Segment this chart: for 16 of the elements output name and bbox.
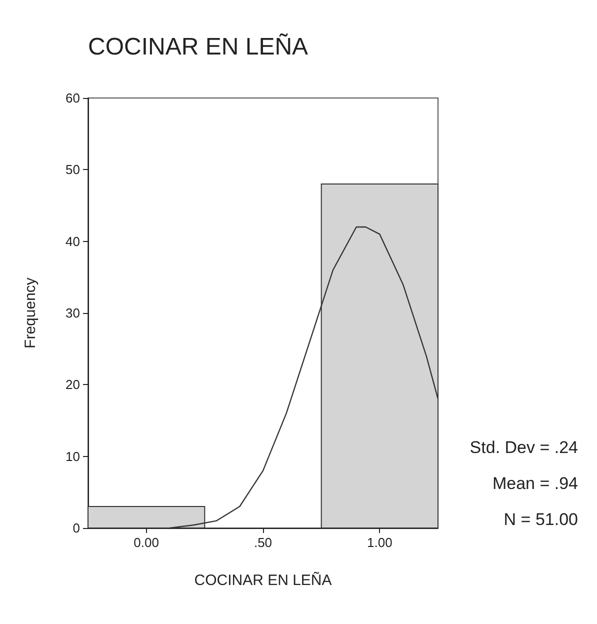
y-tick-label: 10: [66, 448, 80, 464]
y-tick-label: 50: [66, 162, 80, 178]
chart-title: COCINAR EN LEÑA: [88, 32, 308, 60]
x-tick-label: 0.00: [134, 535, 159, 550]
y-tick-label: 0: [72, 520, 80, 536]
y-tick-label: 20: [66, 377, 80, 392]
x-tick-label: .50: [254, 535, 272, 550]
text: N = 51.00: [504, 510, 578, 529]
x-tick-label: 1.00: [367, 535, 392, 550]
y-axis-title: Frequency: [22, 277, 39, 348]
y-tick-label: 40: [66, 234, 80, 249]
y-tick-label: 30: [66, 306, 80, 320]
text: Std. Dev = .24: [470, 438, 578, 457]
x-axis-title: COCINAR EN LEÑA: [194, 571, 332, 589]
text: Mean = .94: [492, 474, 578, 493]
y-tick-label: 60: [66, 90, 80, 106]
